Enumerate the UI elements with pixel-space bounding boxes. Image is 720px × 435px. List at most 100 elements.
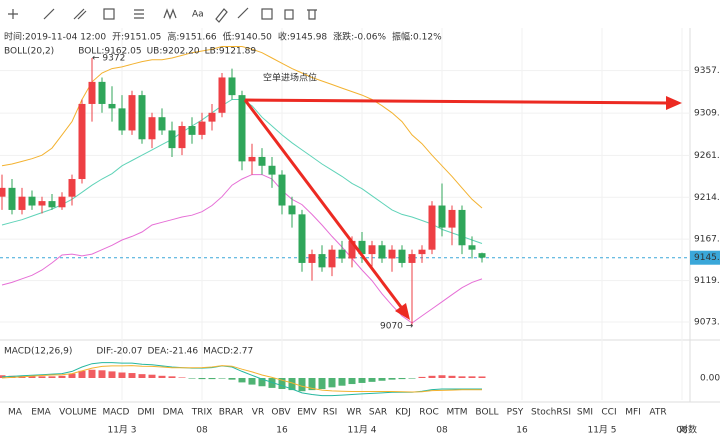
macd-bar [478,376,486,378]
annotation-arrows [243,96,682,320]
candle-body [78,103,86,180]
candle-body [328,249,336,268]
macd-bar [28,376,36,378]
candle-body [178,126,186,149]
macd-bar [398,378,406,380]
grid [0,28,690,400]
macd-bar [238,378,246,383]
toolbar: Aa [8,7,317,23]
macd-bar [378,378,386,381]
indicator-tab[interactable]: MA [8,408,23,418]
candle-body [478,253,486,258]
boll-legend: UB:9202.20 [147,47,200,57]
delete-tool[interactable] [307,9,317,20]
boll-legend: BOLL(20,2) [4,47,54,57]
macd-legend: MACD(12,26,9) [4,347,72,357]
indicator-tab[interactable]: WR [346,408,361,418]
candle-body [38,201,46,206]
rect-tool[interactable] [103,8,115,20]
macd-bar [138,374,146,378]
candle-body [238,95,246,162]
fib-tool[interactable] [134,9,144,19]
line-tool[interactable] [43,8,55,20]
info-item: 高:9151.66 [167,31,217,43]
indicator-tab[interactable]: ATR [649,408,666,418]
info-item: 低:9140.50 [223,31,273,43]
font-tool[interactable]: Aa [192,10,204,20]
indicator-tab[interactable]: BOLL [475,408,498,418]
macd-bar [318,378,326,389]
series [0,46,486,397]
indicator-tab[interactable]: MACD [103,408,130,418]
candle-body [118,108,126,131]
indicator-tab[interactable]: MFI [625,408,641,418]
last-price-box [690,250,720,265]
candle-body [398,249,406,263]
boll-legend: LB:9121.89 [205,47,257,57]
wave-tool[interactable] [163,8,177,20]
indicator-tab[interactable]: SAR [369,408,387,418]
indicator-tab[interactable]: ROC [419,408,439,418]
macd-bar [418,376,426,378]
macd-legend: DEA:-21.46 [147,347,198,357]
candle-body [198,121,206,135]
macd-bar [408,378,416,379]
channel-tool[interactable] [73,8,87,20]
info-item: 涨跌:-0.06% [333,32,386,43]
candle-body [428,205,436,250]
macd-bar [38,376,46,378]
candle-body [128,95,136,131]
macd-bar [48,376,56,378]
macd-bar [228,378,236,380]
macd-bar [168,376,176,378]
candle-body [98,81,106,104]
macd-bar [58,375,66,378]
info-item: 时间:2019-11-04 12:00 [4,31,106,43]
macd-bar [348,378,356,385]
indicator-tab[interactable]: RSI [323,408,338,418]
indicator-tab[interactable]: EMV [297,408,317,418]
indicator-tab[interactable]: BRAR [219,408,243,418]
brush-tool[interactable] [215,8,228,23]
indicator-tab[interactable]: StochRSI [531,408,571,418]
macd-legend: DIF:-20.07 [96,347,142,357]
magnet-tool[interactable] [237,7,249,19]
candle-body [408,254,416,263]
crosshair-tool[interactable] [8,9,18,19]
indicator-tab[interactable]: TRIX [191,408,213,418]
indicator-tab[interactable]: SMI [577,408,593,418]
y-tick-label: 9119.9 [694,276,720,286]
indicator-tab[interactable]: CCI [601,408,616,418]
x-tick-label: 11月 3 [107,425,136,435]
indicator-tab[interactable]: EMA [31,408,51,418]
indicator-tab[interactable]: VR [252,408,264,418]
macd-bar [198,378,206,380]
indicator-tab[interactable]: KDJ [395,408,411,418]
scale-toggle[interactable]: 对数 [679,424,697,435]
macd-tick-label: 0.00 [700,374,720,384]
candle-body [28,196,36,206]
indicator-tab[interactable]: DMI [137,408,154,418]
macd-bar [98,370,106,378]
indicator-tab[interactable]: VOLUME [59,408,97,418]
macd-bar [158,375,166,378]
info-item: 振幅:0.12% [392,31,442,43]
indicator-tab[interactable]: MTM [446,408,467,418]
indicator-tab[interactable]: DMA [163,408,185,418]
candle-body [388,249,396,259]
y-tick-label: 9357.7 [694,66,720,76]
hide-tool[interactable] [284,9,294,20]
indicator-tab[interactable]: PSY [507,408,524,418]
lock-tool[interactable] [261,8,273,20]
macd-bar [308,378,316,391]
candle-body [208,112,216,122]
candle-body [168,130,176,149]
y-tick-label: 9214.3 [694,193,720,203]
candle-body [188,126,196,135]
indicator-tab[interactable]: OBV [271,408,291,418]
annotation: 空单进场点位 [263,72,317,84]
candle-body [378,245,386,259]
candle-body [468,245,476,250]
candle-body [18,196,26,210]
annotation: ← 9372 [92,54,125,64]
